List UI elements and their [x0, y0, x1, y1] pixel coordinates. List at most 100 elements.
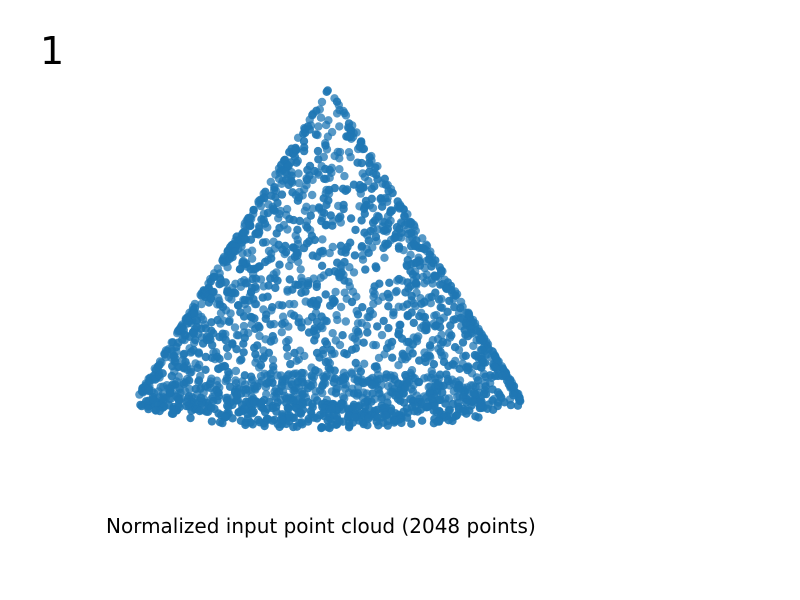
point: [353, 310, 363, 319]
point: [327, 127, 337, 137]
point: [292, 158, 301, 167]
point: [382, 344, 392, 353]
point: [379, 316, 388, 326]
point: [394, 244, 404, 253]
point: [207, 417, 217, 426]
point: [407, 291, 416, 301]
point: [251, 350, 260, 359]
point: [337, 247, 346, 256]
point: [191, 384, 200, 394]
point: [322, 317, 331, 326]
point: [318, 235, 327, 244]
point: [281, 247, 291, 257]
point: [214, 392, 223, 401]
point: [475, 327, 484, 336]
point: [364, 158, 374, 168]
point: [357, 242, 367, 251]
point: [201, 352, 210, 362]
point: [421, 357, 430, 367]
point: [470, 350, 480, 360]
point: [463, 365, 472, 375]
point: [231, 279, 240, 288]
point: [221, 335, 230, 345]
point: [351, 358, 360, 368]
point: [255, 323, 264, 332]
point: [401, 383, 410, 393]
point: [404, 229, 413, 238]
point: [493, 401, 502, 411]
point: [293, 196, 303, 205]
point: [201, 365, 210, 374]
caption: Normalized input point cloud (2048 point…: [106, 514, 536, 538]
point: [196, 393, 206, 402]
point: [442, 284, 451, 294]
point: [414, 377, 424, 387]
point: [414, 332, 423, 341]
point: [375, 389, 384, 398]
point: [249, 206, 258, 215]
point: [397, 418, 406, 428]
point: [189, 329, 199, 338]
point: [323, 86, 332, 95]
point: [318, 388, 327, 398]
point: [237, 389, 246, 398]
point: [266, 274, 275, 283]
point: [260, 421, 269, 431]
point: [207, 403, 216, 412]
point: [345, 421, 354, 430]
point: [407, 419, 416, 428]
point: [195, 406, 204, 416]
point: [445, 296, 454, 306]
point: [408, 270, 417, 279]
point: [213, 315, 222, 325]
point: [385, 278, 394, 287]
point: [403, 312, 412, 321]
point: [356, 185, 365, 194]
point: [384, 302, 393, 311]
point: [368, 203, 378, 213]
point: [330, 366, 339, 375]
point: [404, 337, 413, 347]
point: [239, 348, 248, 357]
point: [205, 379, 214, 389]
point: [506, 400, 515, 410]
point: [297, 323, 306, 332]
point: [483, 404, 492, 413]
point: [268, 355, 278, 364]
point: [367, 397, 376, 406]
point: [232, 345, 241, 354]
point: [321, 290, 330, 299]
point: [305, 125, 314, 134]
point: [268, 416, 277, 425]
point: [264, 246, 274, 256]
point: [444, 377, 453, 386]
point: [155, 360, 164, 370]
point: [384, 323, 393, 333]
point: [320, 374, 329, 383]
point: [281, 167, 290, 177]
point: [403, 218, 412, 228]
point: [310, 336, 319, 345]
point: [390, 233, 399, 243]
point: [224, 367, 233, 377]
point: [479, 389, 489, 399]
point: [267, 254, 276, 263]
point: [360, 359, 369, 368]
point: [179, 349, 189, 359]
point: [427, 262, 436, 271]
point: [239, 228, 248, 237]
point: [186, 413, 195, 423]
point: [285, 299, 294, 309]
point: [430, 272, 439, 281]
point: [184, 376, 194, 385]
point: [401, 370, 410, 380]
point: [488, 385, 497, 394]
point: [456, 297, 466, 307]
point: [443, 307, 452, 316]
point: [282, 394, 291, 403]
point: [249, 294, 258, 304]
point: [193, 363, 202, 373]
point: [266, 320, 275, 329]
point: [351, 225, 360, 235]
point: [367, 380, 377, 390]
